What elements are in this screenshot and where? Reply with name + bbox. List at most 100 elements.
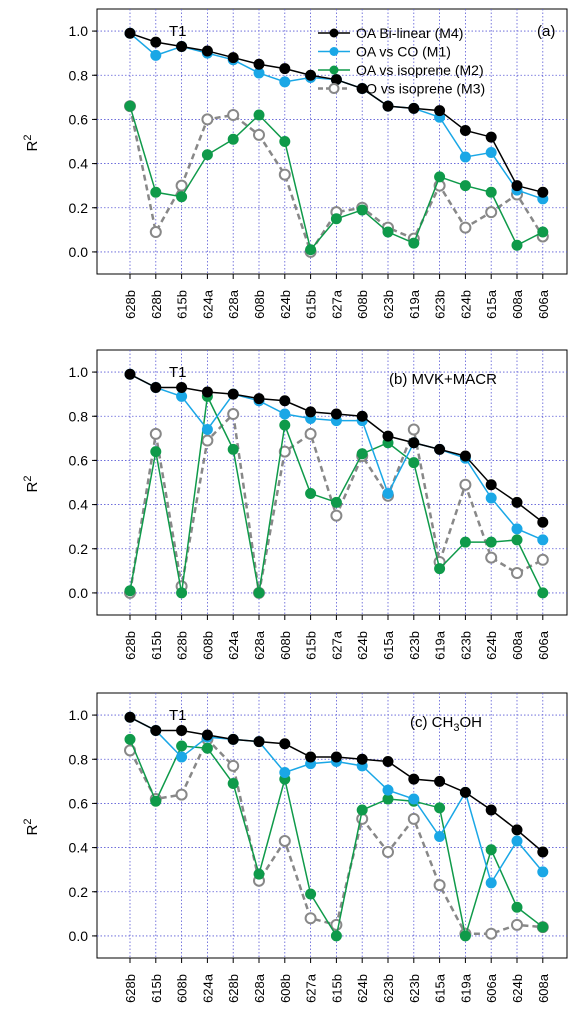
data-point [253, 868, 265, 880]
data-point [459, 180, 471, 192]
data-point [124, 711, 136, 723]
series-line [128, 105, 544, 255]
x-tick-label: 628b [175, 631, 190, 660]
x-tick-label: 623b [407, 974, 422, 1003]
data-point [408, 102, 420, 114]
data-point [485, 927, 498, 940]
data-point [408, 793, 420, 805]
data-point [176, 587, 188, 599]
data-point [485, 536, 497, 548]
legend-entry: OA vs CO (M1) [356, 44, 451, 60]
x-tick-label: 624b [484, 631, 499, 660]
data-point [511, 567, 523, 580]
data-point [279, 419, 291, 431]
x-tick-label: 624b [458, 290, 473, 319]
y-axis-label: R2 [22, 819, 41, 836]
panel-label: (a) [537, 23, 555, 40]
data-point [485, 131, 497, 143]
data-point [278, 834, 291, 847]
y-tick-label: 0.4 [69, 497, 89, 513]
data-point [459, 478, 472, 491]
x-tick-label: 608b [252, 290, 267, 319]
data-point [485, 206, 498, 219]
data-point [459, 930, 471, 942]
y-tick-label: 0.8 [69, 751, 89, 767]
data-point [330, 509, 343, 522]
series-M2 [124, 390, 549, 599]
data-point [279, 63, 291, 75]
x-tick-label: 628b [123, 974, 138, 1003]
data-point [124, 27, 136, 39]
data-point [382, 784, 394, 796]
data-point [278, 168, 291, 181]
x-tick-label: 608a [510, 630, 525, 660]
data-point [382, 226, 394, 238]
data-point [150, 36, 162, 48]
data-point [537, 587, 549, 599]
x-tick-label: 624b [355, 974, 370, 1003]
plot-frame [96, 8, 568, 275]
data-point [485, 551, 498, 564]
data-point [537, 534, 549, 546]
x-tick-label: 627a [329, 630, 344, 660]
x-tick-label: 624a [200, 973, 215, 1003]
data-point [356, 753, 368, 765]
data-point [485, 492, 497, 504]
data-point [279, 408, 291, 420]
data-point [175, 788, 188, 801]
data-point [382, 430, 394, 442]
data-point [150, 795, 162, 807]
data-point [253, 128, 265, 141]
x-tick-label: 615b [304, 631, 319, 660]
y-tick-label: 0.2 [69, 541, 89, 557]
x-tick-label: 615b [329, 974, 344, 1003]
data-point [201, 434, 214, 447]
data-point [536, 553, 549, 566]
data-point [279, 738, 291, 750]
x-tick-label: 628b [149, 290, 164, 319]
y-tick-label: 0.2 [69, 200, 89, 216]
data-point [485, 479, 497, 491]
panel-label: (b) MVK+MACR [389, 371, 497, 388]
y-tick-label: 0.8 [69, 408, 89, 424]
data-point [253, 58, 265, 70]
data-point [176, 725, 188, 737]
data-point [330, 213, 342, 225]
data-point [408, 437, 420, 449]
data-point [175, 179, 188, 192]
x-tick-label: 615a [433, 973, 448, 1003]
data-point [124, 585, 136, 597]
data-point [305, 488, 317, 500]
data-point [485, 877, 497, 889]
x-tick-label: 615b [304, 290, 319, 319]
data-point [537, 921, 549, 933]
legend-marker [329, 65, 339, 75]
y-axis-label: R2 [22, 135, 41, 152]
legend-entry: OA Bi-linear (M4) [356, 25, 463, 41]
x-tick-label: 624b [278, 290, 293, 319]
data-point [201, 113, 214, 126]
x-tick-label: 623b [458, 631, 473, 660]
data-point [434, 171, 446, 183]
data-point [407, 812, 420, 825]
data-point [304, 427, 317, 440]
data-point [330, 496, 342, 508]
data-point [485, 804, 497, 816]
x-tick-label: 608b [355, 290, 370, 319]
x-tick-label: 628b [123, 631, 138, 660]
data-point [485, 844, 497, 856]
legend: OA Bi-linear (M4) OA vs CO (M1) OA vs isop… [318, 25, 485, 97]
data-point [407, 423, 420, 436]
data-point [279, 767, 291, 778]
data-point [382, 755, 394, 767]
chart-panel-c: 0.0 0.2 0.4 0.6 0.8 1.0 R2 628b 615b 608b 624a 628b… [22, 692, 568, 1003]
data-point [227, 408, 240, 421]
panel-label: (c) CH3OH [410, 714, 482, 734]
x-tick-label: 623b [407, 631, 422, 660]
x-tick-label: 628b [123, 290, 138, 319]
data-point [150, 725, 162, 737]
data-point [253, 736, 265, 748]
legend-marker [328, 83, 340, 94]
data-point [227, 109, 240, 121]
data-point [176, 41, 188, 53]
